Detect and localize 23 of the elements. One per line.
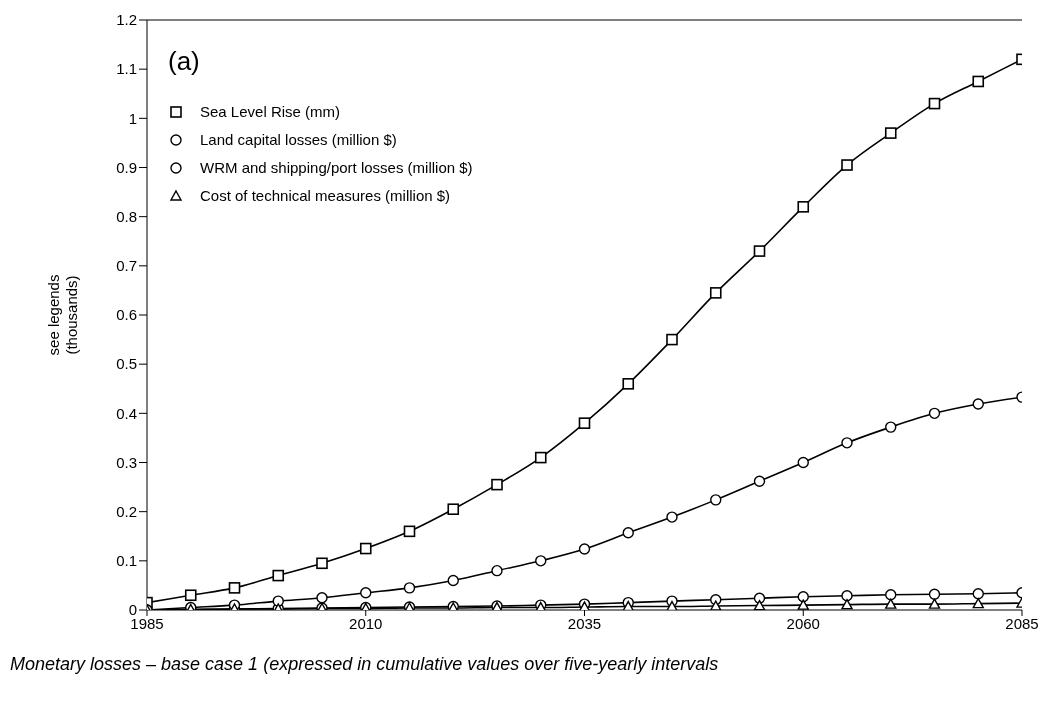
y-tick-label: 0.1 [116, 552, 137, 570]
x-tick-label: 2010 [349, 614, 383, 632]
y-tick-label: 0.3 [116, 453, 137, 471]
y-tick-label: 0.4 [116, 404, 137, 422]
text: Monetary losses – base case 1 (expressed in cumulative values over five-yearly intervals [10, 654, 720, 675]
y-tick-label: 0.8 [116, 207, 137, 225]
legend-label: Land capital losses (million $) [200, 130, 397, 150]
y-tick-label: 0.7 [116, 257, 137, 275]
annotation: (a) [168, 46, 200, 77]
y-tick-label: 0.6 [116, 306, 137, 324]
legend-label: Cost of technical measures (million $) [200, 186, 451, 206]
y-axis-title: see legends (thousands) [45, 274, 80, 356]
y-tick-label: 0.9 [116, 158, 137, 176]
y-tick-label: 1.2 [116, 11, 137, 29]
x-tick-label: 2085 [1005, 614, 1039, 632]
legend-label: Sea Level Rise (mm) [200, 102, 341, 122]
y-tick-label: 1 [128, 109, 137, 127]
legend-label: WRM and shipping/port losses (million $) [200, 158, 473, 178]
y-tick-label: 0.5 [116, 355, 137, 373]
y-tick-label: 0.2 [116, 502, 137, 520]
y-tick-label: 1.1 [116, 60, 137, 78]
x-tick-label: 2060 [786, 614, 820, 632]
x-tick-label: 2035 [567, 614, 602, 632]
